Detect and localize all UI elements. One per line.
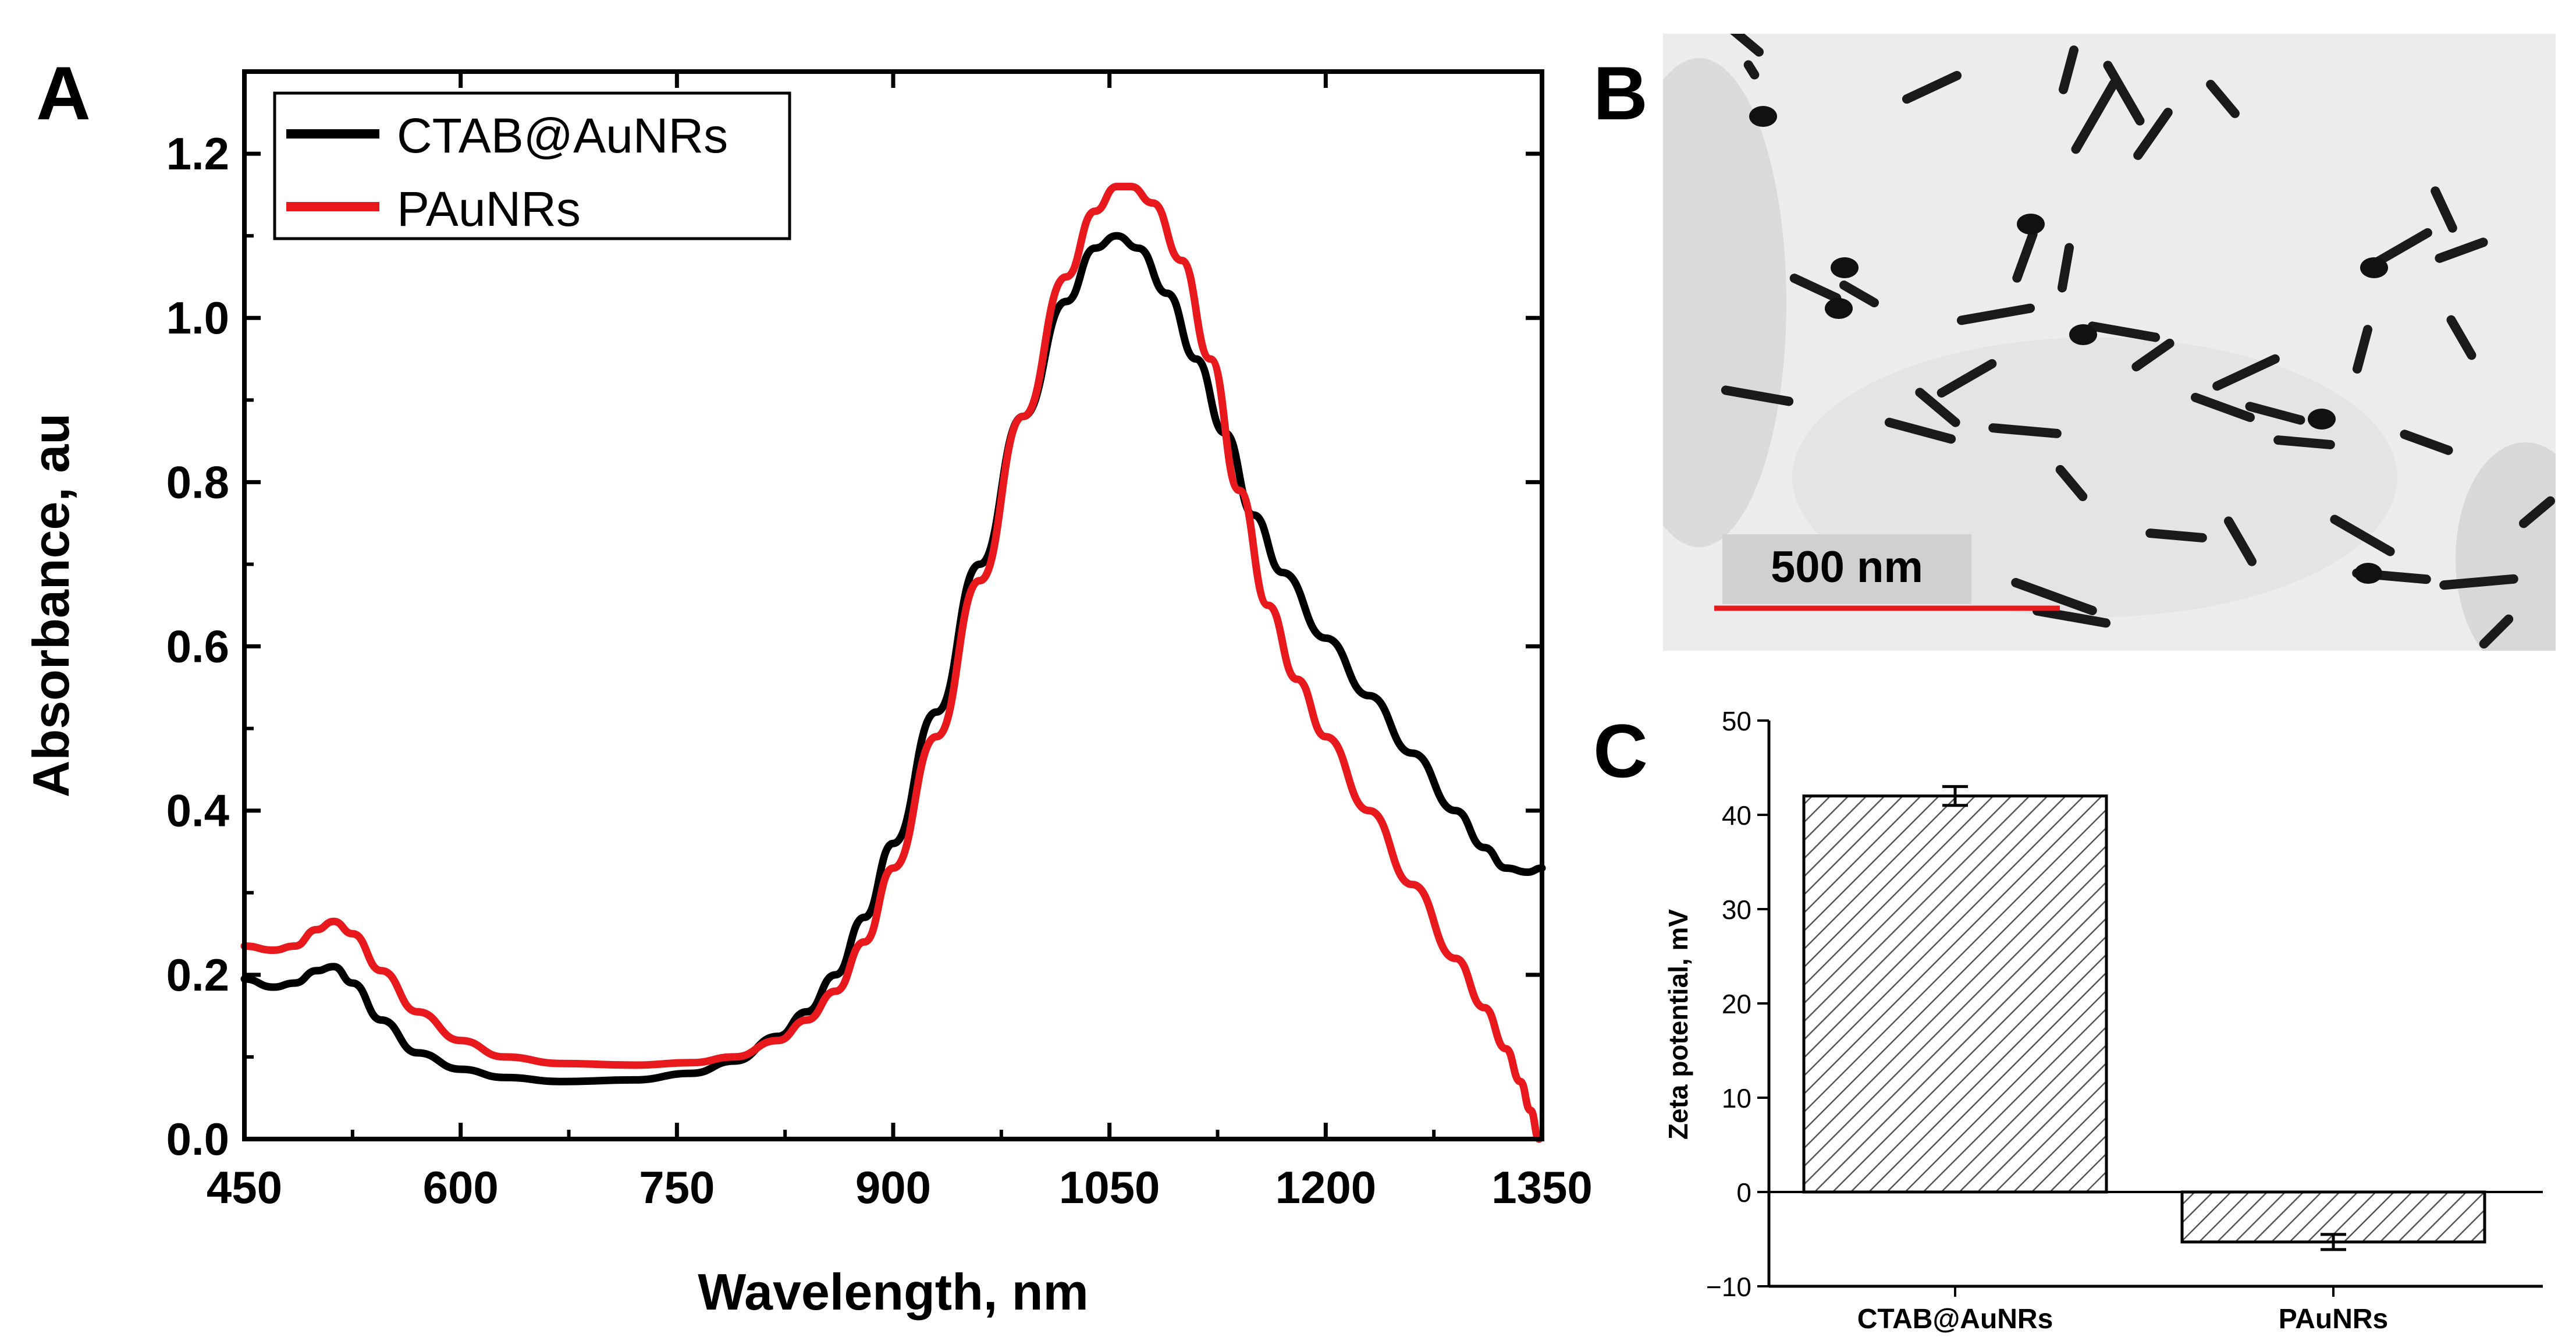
legend-label-ctab: CTAB@AuNRs bbox=[397, 108, 728, 163]
zeta-y-tick-label: −10 bbox=[1706, 1272, 1751, 1302]
y-tick-label: 1.0 bbox=[166, 292, 229, 343]
zeta-y-tick-label: 50 bbox=[1722, 706, 1751, 736]
nanorod bbox=[2519, 496, 2555, 528]
nanorod bbox=[2055, 465, 2088, 501]
y-tick-label: 0.8 bbox=[166, 456, 229, 508]
x-tick-label: 900 bbox=[855, 1162, 931, 1213]
y-tick-label: 0.2 bbox=[166, 949, 229, 1001]
zeta-y-tick-label: 0 bbox=[1736, 1177, 1751, 1208]
zeta-y-tick-label: 10 bbox=[1722, 1083, 1751, 1113]
nanorod bbox=[2212, 354, 2280, 391]
nanorod bbox=[2011, 578, 2097, 615]
nanoparticle bbox=[1749, 106, 1777, 127]
nanorod bbox=[1902, 70, 1962, 104]
nanorod bbox=[2191, 392, 2255, 423]
nanorod bbox=[2206, 80, 2240, 118]
y-tick-label: 0.6 bbox=[166, 621, 229, 672]
y-tick-label: 1.2 bbox=[166, 128, 229, 179]
nanorod bbox=[1789, 274, 1842, 303]
nanorod bbox=[2071, 79, 2119, 154]
nanorod bbox=[2330, 515, 2395, 556]
nanorod bbox=[1743, 60, 1760, 80]
zeta-bars bbox=[1802, 785, 2486, 1251]
nanorod bbox=[1915, 388, 1960, 427]
nanorod bbox=[2245, 402, 2305, 425]
panel-b-label: B bbox=[1593, 51, 1648, 136]
nanorod bbox=[2057, 243, 2074, 293]
panel-a-label: A bbox=[36, 51, 91, 136]
y-tick-label: 0.4 bbox=[166, 785, 229, 836]
nanorod bbox=[2439, 574, 2518, 590]
nanorod bbox=[1956, 303, 2035, 325]
nanoparticle bbox=[1825, 298, 1853, 319]
legend-box bbox=[273, 91, 791, 240]
nanoparticle bbox=[2069, 324, 2097, 345]
tem-shade-right bbox=[2456, 442, 2556, 651]
absorbance-chart: A 450 600 750 900 1050 1200 1350 0.0 0.2 0.4 0.6 0.… bbox=[22, 51, 1593, 1321]
nanorod bbox=[2352, 325, 2373, 374]
nanorod bbox=[2103, 61, 2145, 126]
zeta-y-tick-label: 30 bbox=[1722, 895, 1751, 925]
zeta-y-tick-label: 20 bbox=[1722, 989, 1751, 1019]
x-tick-label: 600 bbox=[423, 1162, 499, 1213]
nanorod bbox=[2131, 338, 2175, 372]
nanoparticle bbox=[2354, 563, 2382, 584]
panel-c-label: C bbox=[1593, 708, 1648, 793]
scale-bar-label-bg bbox=[1722, 534, 1971, 604]
series-line-ctab-aunrs bbox=[240, 232, 1546, 1085]
nanorod bbox=[2446, 315, 2476, 360]
nanorod bbox=[2058, 45, 2079, 94]
bar-ctab-aunrs bbox=[1802, 794, 2108, 1194]
nanorod bbox=[2400, 430, 2453, 455]
x-tick-label: 1050 bbox=[1059, 1162, 1160, 1213]
nanorod-cluster bbox=[1721, 34, 2555, 649]
absorbance-tick-labels: 450 600 750 900 1050 1200 1350 0.0 0.2 0.4 0.6 0.8 1… bbox=[166, 128, 1593, 1213]
absorbance-series bbox=[240, 183, 1546, 1143]
nanorod bbox=[1937, 359, 1997, 398]
nanorod bbox=[2133, 108, 2173, 160]
absorbance-y-axis-label: Absorbance, au bbox=[22, 413, 80, 797]
nanorod bbox=[2431, 186, 2457, 233]
nanorod bbox=[2273, 435, 2335, 449]
nanoparticle bbox=[2360, 257, 2388, 278]
zeta-category-label: CTAB@AuNRs bbox=[1857, 1304, 2053, 1335]
scale-bar-label: 500 nm bbox=[1771, 542, 1923, 592]
nanorod bbox=[2435, 237, 2488, 263]
series-line-paunrs bbox=[240, 183, 1543, 1143]
nanoparticle bbox=[2017, 214, 2045, 235]
nanorod bbox=[1884, 417, 1956, 444]
nanorod bbox=[2479, 614, 2514, 649]
x-tick-label: 1350 bbox=[1491, 1162, 1593, 1213]
zeta-category-label: PAuNRs bbox=[2279, 1304, 2388, 1335]
nanorod bbox=[1839, 281, 1879, 307]
nanorod bbox=[1730, 34, 1764, 57]
zeta-y-tick-label: 40 bbox=[1722, 800, 1751, 831]
y-tick-label: 0.0 bbox=[166, 1113, 229, 1165]
tem-micrograph: B 500 nm bbox=[1593, 34, 2556, 651]
x-tick-label: 750 bbox=[639, 1162, 715, 1213]
nanorod bbox=[1721, 385, 1794, 406]
zeta-y-axis-label: Zeta potential, mV bbox=[1663, 909, 1693, 1140]
absorbance-plot-frame bbox=[242, 69, 1544, 1141]
x-tick-label: 450 bbox=[207, 1162, 282, 1213]
x-tick-label: 1200 bbox=[1275, 1162, 1377, 1213]
absorbance-legend: CTAB@AuNRs PAuNRs bbox=[273, 91, 791, 240]
zeta-axes: −10 0 10 20 30 40 50 CTAB@AuNRs PAuNRs bbox=[1706, 706, 2543, 1335]
nanorod bbox=[1988, 423, 2062, 438]
tem-shade-left bbox=[1663, 58, 1786, 547]
zeta-potential-chart: C −10 0 10 20 30 40 50 CTAB@AuNRs PAuNRs Zeta po… bbox=[1593, 686, 2552, 1335]
nanorod bbox=[2224, 516, 2257, 566]
nanorod bbox=[2087, 321, 2161, 342]
nanorod bbox=[2032, 606, 2111, 628]
nanoparticle bbox=[2308, 409, 2336, 430]
nanorod bbox=[2012, 229, 2038, 283]
legend-label-paunrs: PAuNRs bbox=[397, 182, 581, 236]
absorbance-x-axis-label: Wavelength, nm bbox=[698, 1263, 1088, 1321]
nanorod bbox=[2145, 528, 2207, 542]
nanoparticle bbox=[1831, 257, 1859, 278]
